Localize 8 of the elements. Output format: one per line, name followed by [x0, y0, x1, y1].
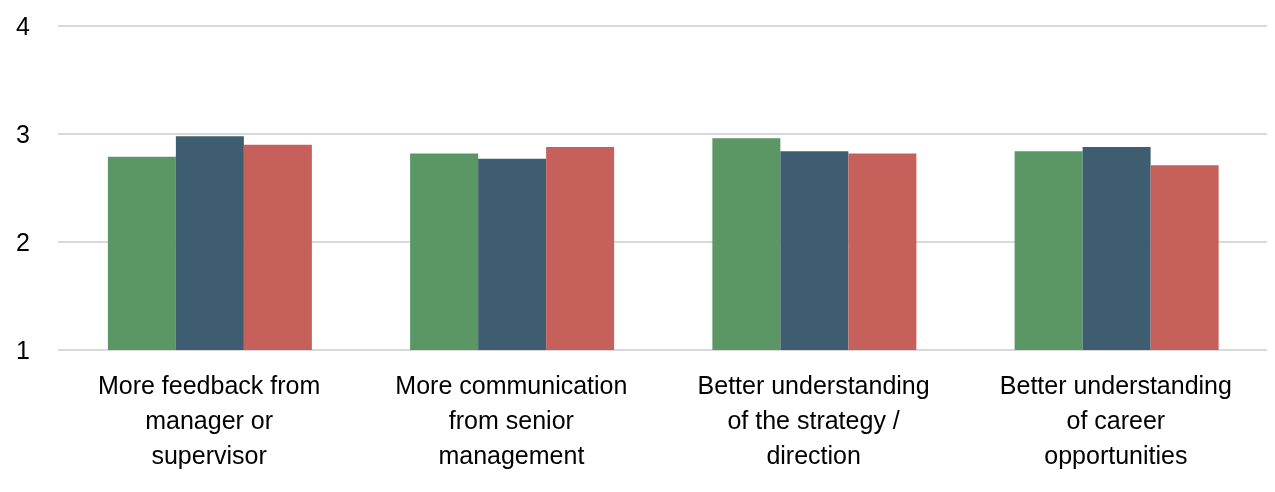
- x-tick-label: More feedback from manager or supervisor: [97, 371, 321, 469]
- y-tick-label: 4: [16, 11, 30, 40]
- x-tick-label: Better understanding of career opportunities: [999, 371, 1232, 469]
- y-tick-label: 1: [16, 335, 30, 364]
- y-tick-label: 2: [16, 227, 30, 256]
- x-tick-label: Better understanding of the strategy / direction: [697, 371, 930, 469]
- x-tick-label: More communication from senior management: [395, 371, 628, 469]
- y-tick-label: 3: [16, 119, 30, 148]
